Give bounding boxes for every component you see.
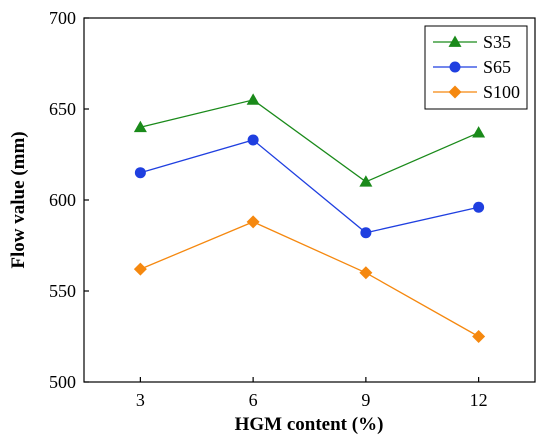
y-tick-label: 500: [49, 372, 76, 392]
x-axis-title: HGM content (%): [235, 414, 384, 435]
legend-marker-s65: [449, 61, 461, 73]
data-point-s100: [472, 330, 486, 343]
series-line-s35: [140, 99, 479, 183]
series-line-s65: [140, 139, 479, 234]
data-point-s100: [246, 215, 260, 229]
legend-label-s35: S35: [483, 32, 511, 52]
data-point-s65: [360, 227, 372, 239]
y-tick-label: 550: [49, 281, 76, 301]
x-tick-label: 3: [136, 390, 145, 410]
legend: S35 S65 S100: [424, 25, 528, 110]
x-tick-label: 6: [249, 390, 258, 410]
data-point-s35: [246, 93, 260, 105]
series-layer: [133, 93, 486, 343]
y-tick-label: 650: [49, 99, 76, 119]
series-line-s100: [140, 221, 479, 338]
legend-label-s100: S100: [483, 82, 520, 102]
data-point-s65: [473, 201, 485, 213]
y-axis-title: Flow value (mm): [8, 131, 29, 268]
data-point-s35: [472, 126, 486, 138]
data-point-s35: [359, 175, 373, 187]
data-point-s100: [359, 266, 373, 280]
y-tick-label: 700: [49, 8, 76, 28]
ticks-layer: 500 550 600 650 700 3 6 9 12: [49, 8, 488, 410]
y-tick-label: 600: [49, 190, 76, 210]
legend-marker-s100: [448, 85, 462, 99]
x-tick-label: 12: [470, 390, 488, 410]
data-point-s65: [247, 134, 259, 146]
x-tick-label: 9: [361, 390, 370, 410]
data-point-s65: [134, 167, 146, 179]
data-point-s35: [133, 120, 147, 133]
legend-marker-s35: [448, 35, 462, 47]
data-point-s100: [133, 262, 147, 276]
legend-label-s65: S65: [483, 57, 511, 77]
